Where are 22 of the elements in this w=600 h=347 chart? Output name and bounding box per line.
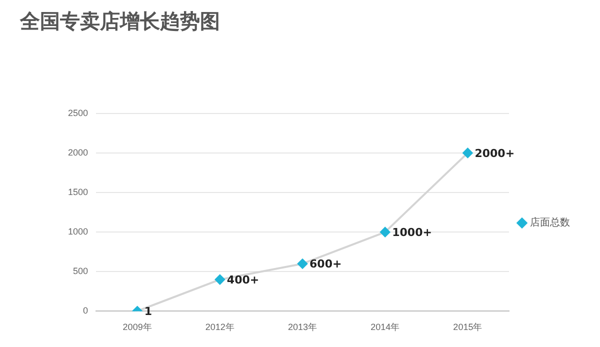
point <box>214 274 225 285</box>
point <box>298 258 308 269</box>
data-label: 400+ <box>226 273 260 286</box>
y-tick-label: 500 <box>72 266 88 276</box>
y-tick-label: 1000 <box>68 226 88 237</box>
y-tick-label: 2500 <box>68 108 88 118</box>
point <box>380 227 390 238</box>
legend-label: 店面总数 <box>530 216 570 229</box>
chart-title: 全国专卖店增长趋势图 <box>20 8 220 35</box>
x-tick-label: 2014年 <box>370 322 400 332</box>
point <box>462 148 473 158</box>
x-tick-label: 2013年 <box>288 322 318 332</box>
data-label: 1 <box>144 304 152 318</box>
data-label: 2000+ <box>474 146 515 160</box>
y-tick-label: 1500 <box>68 187 88 198</box>
data-label: 600+ <box>310 258 342 271</box>
x-tick-label: 2015年 <box>453 322 482 332</box>
data-label: 1000+ <box>392 226 432 239</box>
x-tick-label: 2012年 <box>205 322 234 332</box>
x-tick-label: 2009年 <box>122 322 152 332</box>
y-tick-label: 2000 <box>68 147 88 158</box>
y-tick-label: 0 <box>83 306 88 316</box>
